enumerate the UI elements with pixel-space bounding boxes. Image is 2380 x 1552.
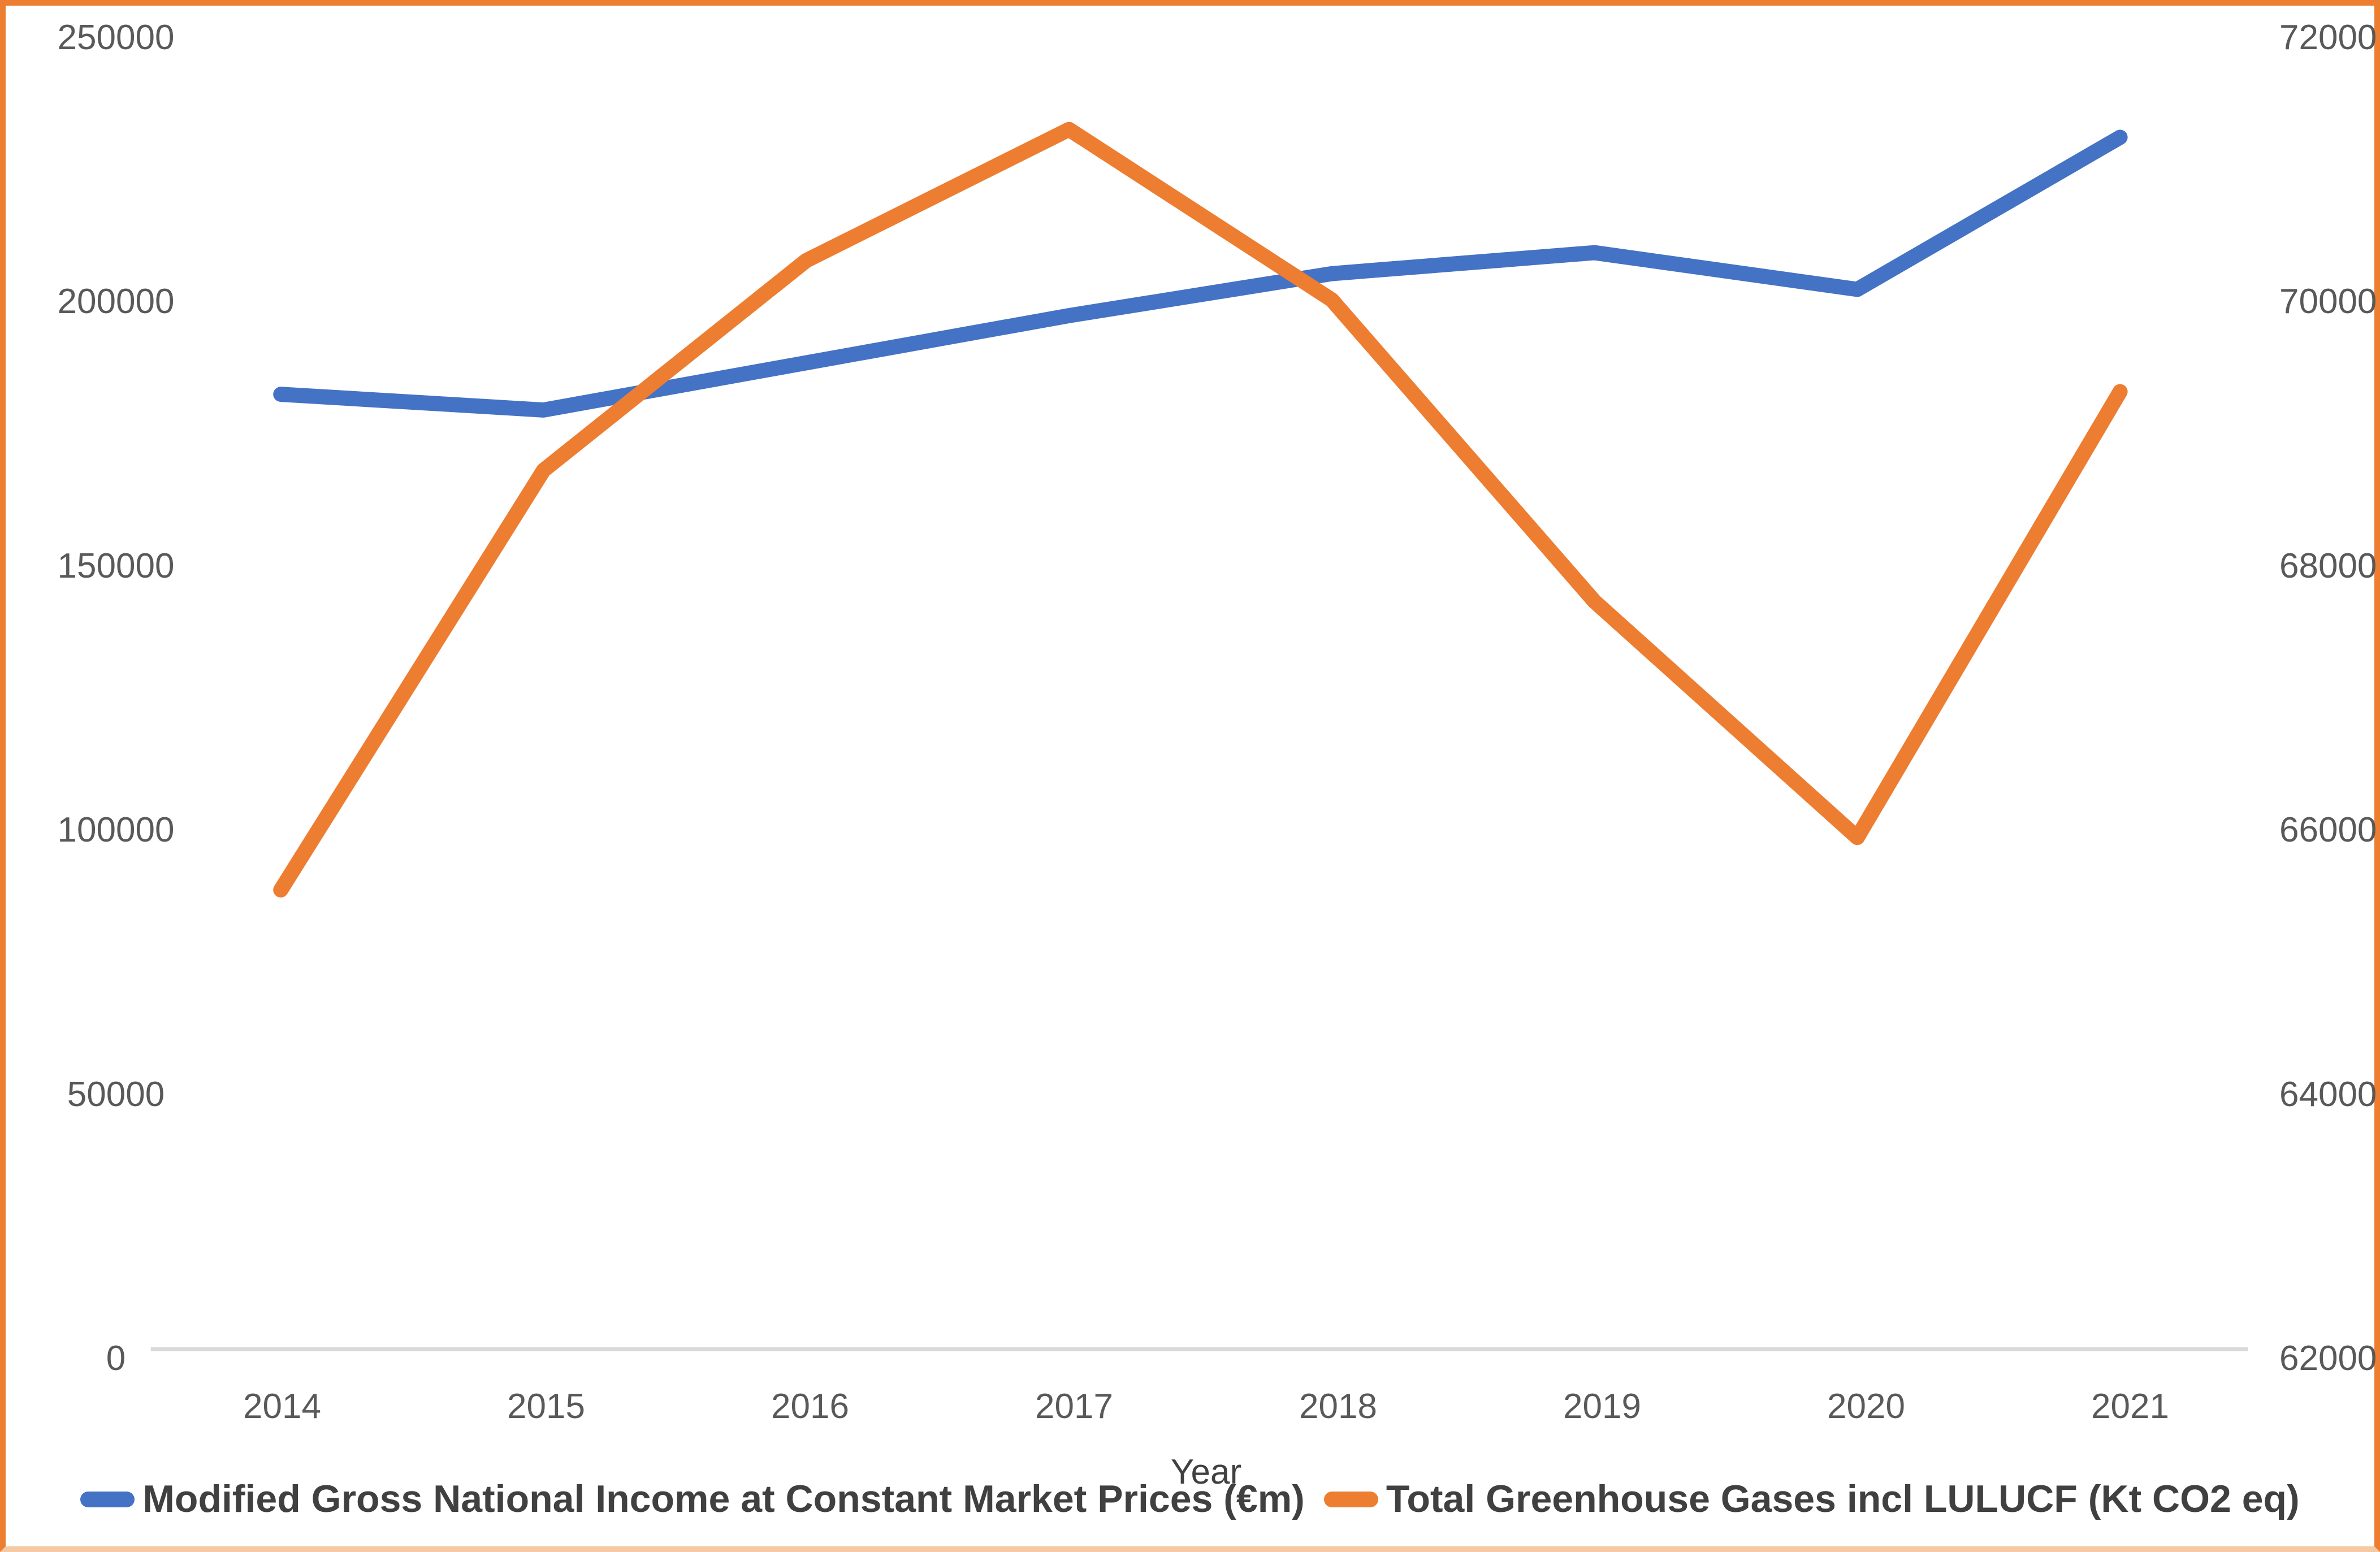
y-axis-left: 250000 200000 150000 100000 50000 0 — [6, 6, 2374, 1546]
x-axis-tick-label: 2021 — [2091, 1387, 2169, 1426]
y-axis-right-tick-label: 66000 — [2279, 810, 2377, 850]
y-axis-left-tick-label: 100000 — [57, 810, 175, 850]
x-axis-tick-label: 2020 — [1827, 1387, 1905, 1426]
x-axis-tick-label: 2017 — [1035, 1387, 1113, 1426]
legend-marker-gni — [80, 1492, 135, 1508]
legend-marker-ghg — [1323, 1492, 1378, 1508]
legend-label-ghg: Total Greenhouse Gases incl LULUCF (Kt C… — [1386, 1477, 2300, 1521]
y-axis-right-tick-label: 72000 — [2279, 18, 2377, 57]
x-axis-tick-label: 2019 — [1563, 1387, 1641, 1426]
y-axis-left-tick-label: 150000 — [57, 546, 175, 586]
series-line-gni — [273, 129, 2128, 418]
y-axis-left-tick-label: 0 — [106, 1339, 126, 1378]
x-axis-tick-label: 2016 — [771, 1387, 849, 1426]
y-axis-left-tick-label: 250000 — [57, 18, 175, 57]
x-axis-tick-label: 2018 — [1299, 1387, 1377, 1426]
y-axis-right-tick-label: 68000 — [2279, 546, 2377, 586]
legend-item-ghg: Total Greenhouse Gases incl LULUCF (Kt C… — [1323, 1476, 2300, 1523]
x-axis-tick-label: 2015 — [507, 1387, 585, 1426]
y-axis-right: 72000 70000 68000 66000 64000 62000 — [6, 6, 2377, 1546]
x-axis-tick-label: 2014 — [243, 1387, 321, 1426]
line-chart-plot — [150, 122, 2248, 1351]
legend: Modified Gross National Income at Consta… — [6, 1476, 2374, 1523]
y-axis-left-tick-label: 200000 — [57, 282, 175, 322]
x-axis-title: Year — [1170, 1453, 1242, 1492]
y-axis-right-tick-label: 62000 — [2279, 1339, 2377, 1378]
x-axis: 2014 2015 2016 2017 2018 2019 2020 2021 — [6, 6, 2374, 1546]
x-axis-line — [150, 1347, 2248, 1351]
y-axis-right-tick-label: 64000 — [2279, 1074, 2377, 1114]
legend-label-gni: Modified Gross National Income at Consta… — [142, 1477, 1305, 1521]
series-line-ghg — [273, 122, 2128, 898]
y-axis-right-tick-label: 70000 — [2279, 282, 2377, 322]
y-axis-left-tick-label: 50000 — [67, 1074, 165, 1114]
legend-item-gni: Modified Gross National Income at Consta… — [80, 1476, 1305, 1523]
